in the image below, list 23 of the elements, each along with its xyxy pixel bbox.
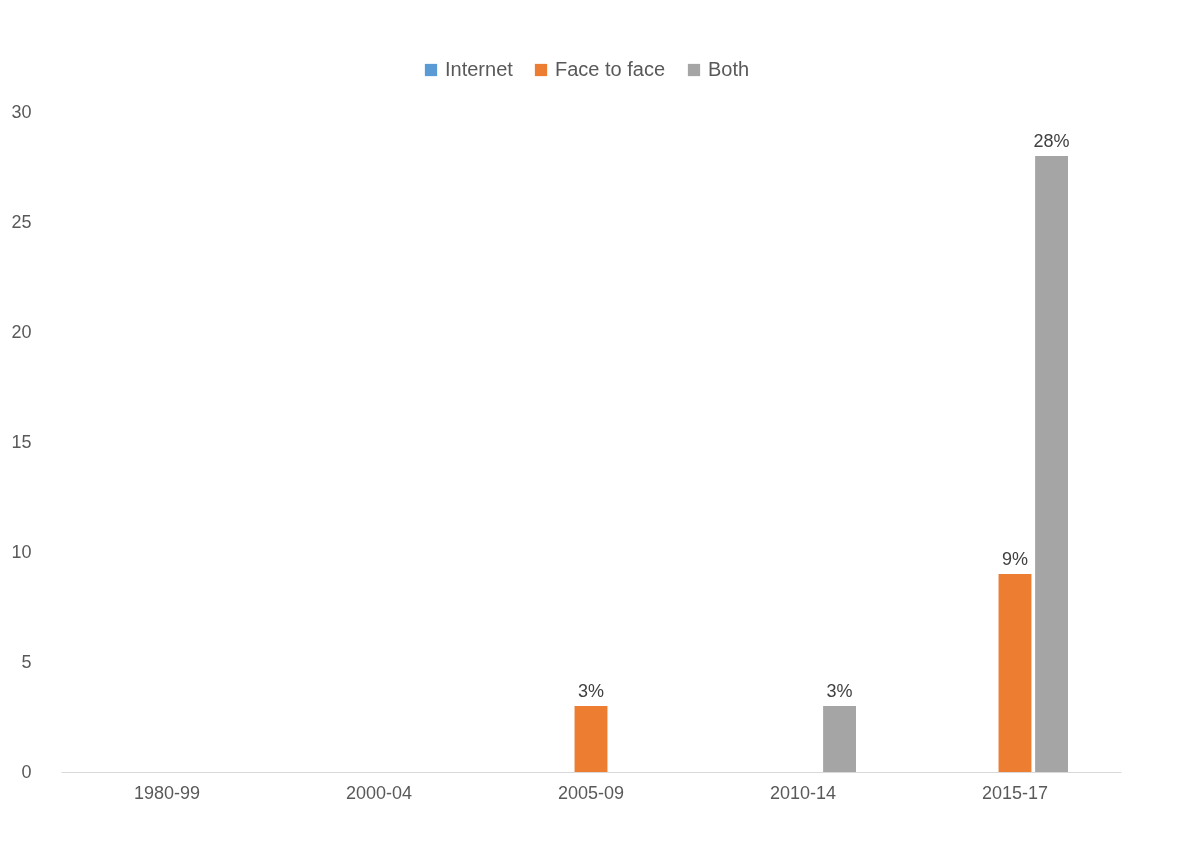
data-label: 9% (1001, 549, 1029, 569)
y-tick-label: 15 (11, 431, 32, 452)
legend-label: Both (708, 58, 750, 80)
bar (574, 706, 608, 772)
x-tick-label: 2000-04 (345, 782, 413, 803)
y-tick-label: 20 (11, 321, 32, 342)
data-label: 3% (577, 681, 605, 701)
y-tick-label: 10 (11, 541, 32, 562)
y-tick-label: 5 (21, 651, 32, 672)
y-tick-label: 25 (11, 211, 32, 232)
data-label: 28% (1033, 131, 1070, 151)
legend-label: Internet (445, 58, 514, 80)
x-tick-label: 1980-99 (133, 782, 201, 803)
bar (823, 706, 856, 772)
legend-label: Face to face (555, 58, 666, 80)
x-tick-label: 2015-17 (981, 782, 1049, 803)
y-tick-label: 0 (21, 761, 32, 782)
data-label: 3% (826, 681, 853, 701)
y-tick-label: 30 (11, 101, 32, 122)
bar (1035, 156, 1068, 772)
bar (998, 574, 1032, 772)
x-tick-label: 2005-09 (557, 782, 625, 803)
x-tick-label: 2010-14 (769, 782, 837, 803)
